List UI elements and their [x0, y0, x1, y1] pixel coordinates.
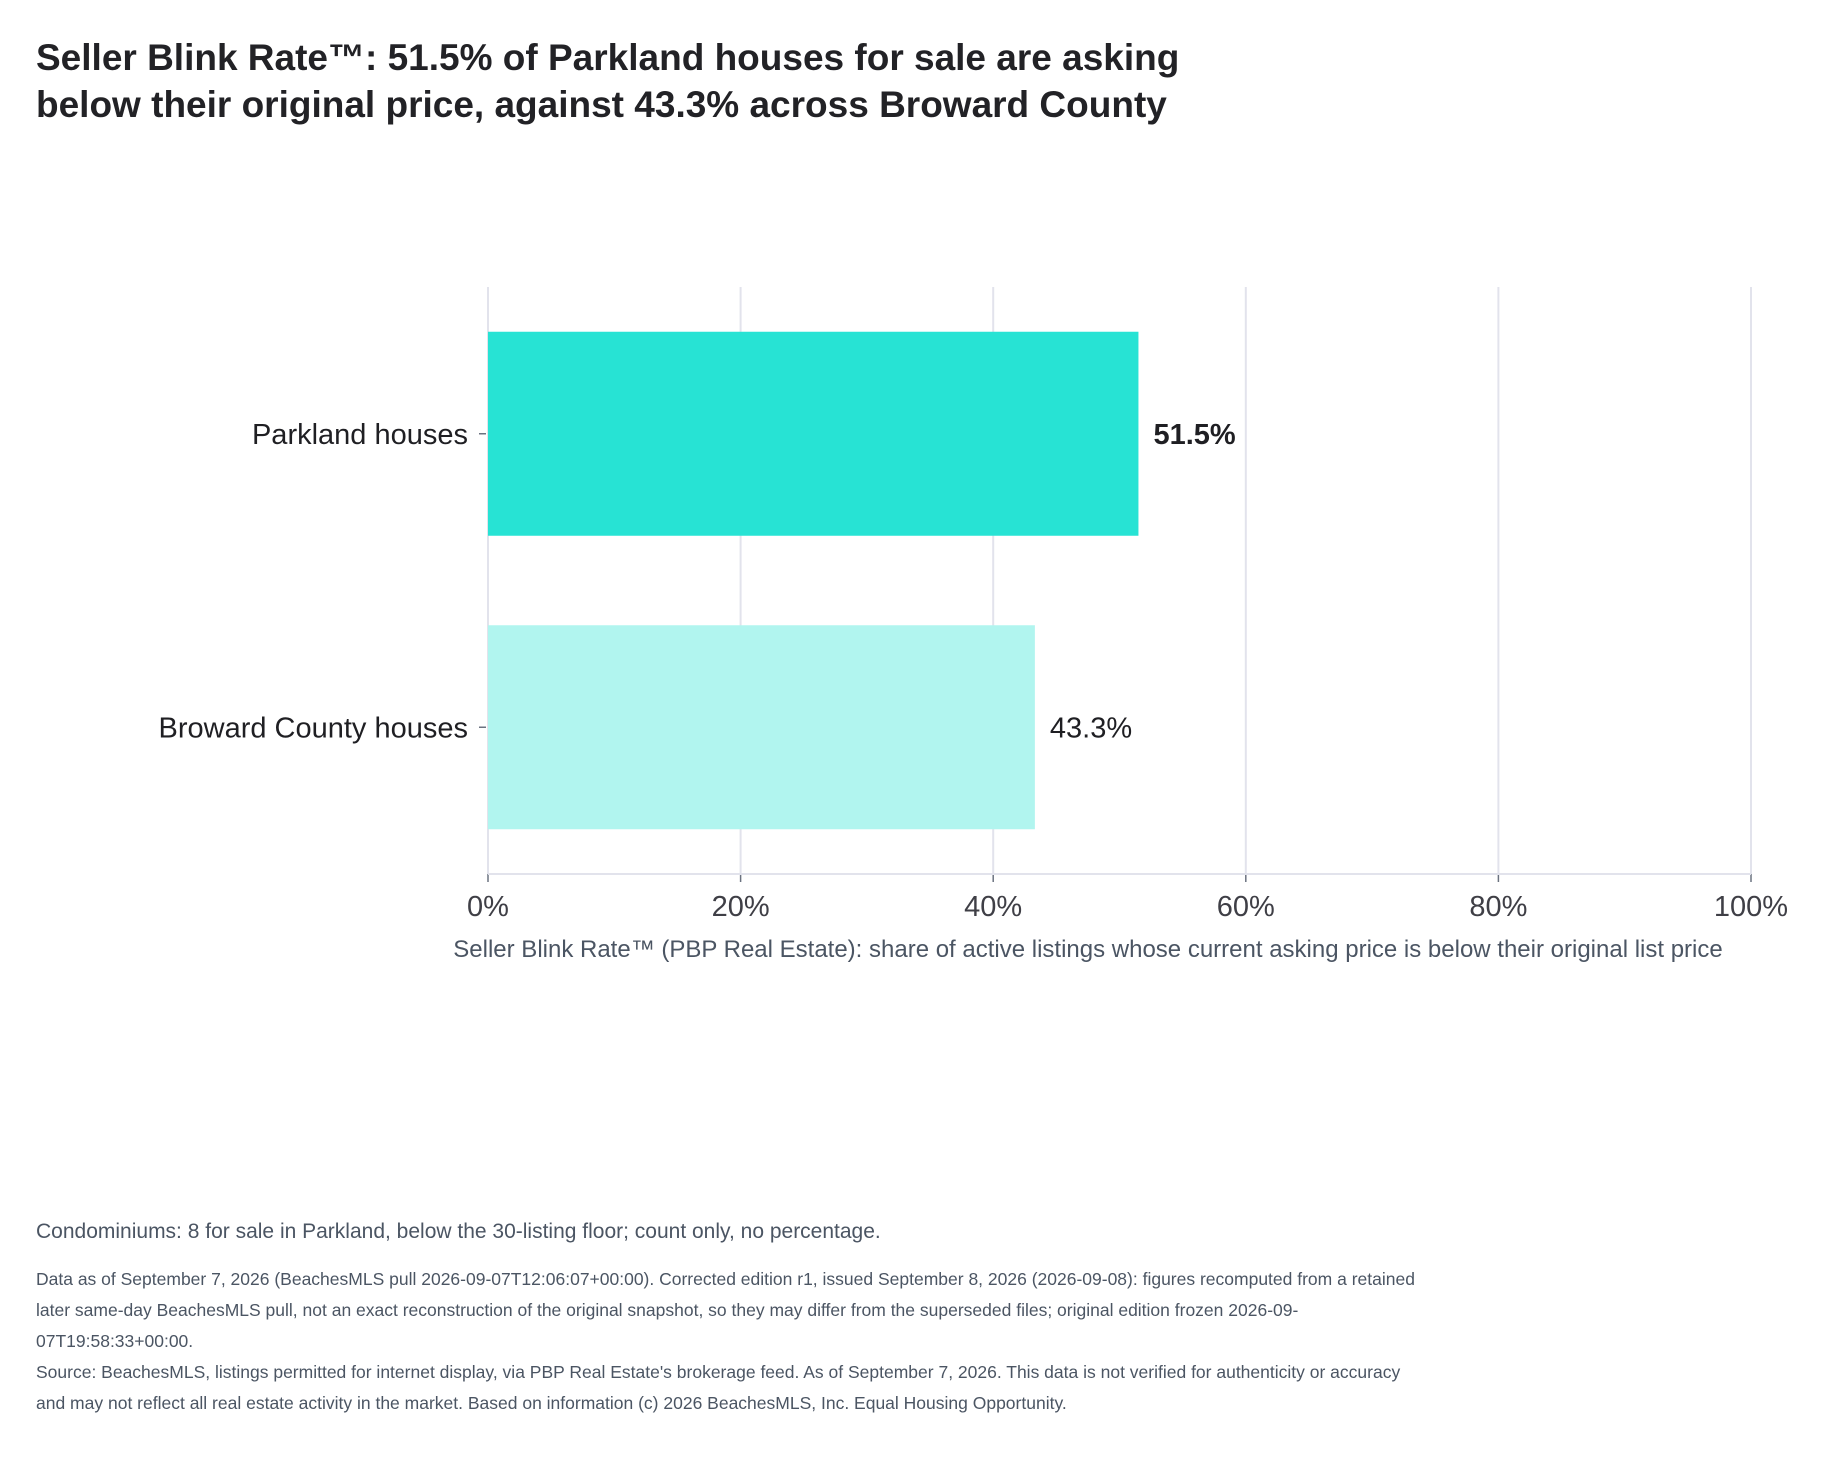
- data-labels: 51.5% 43.3%: [1050, 419, 1236, 745]
- chart-title: Seller Blink Rate™: 51.5% of Parkland ho…: [36, 34, 1336, 128]
- value-label: 51.5%: [1153, 419, 1235, 451]
- bar-chart: 51.5% 43.3% 0% 20% 40% 60% 80% 100% Parkland ho…: [159, 287, 1789, 963]
- chart-title-line-2: below their original price, against 43.3…: [36, 84, 1167, 125]
- category-label: Parkland houses: [252, 419, 468, 451]
- axes: 0% 20% 40% 60% 80% 100% Parkland houses Broward…: [159, 419, 1789, 923]
- data-date-footnote: Data as of September 7, 2026 (BeachesMLS…: [36, 1269, 1415, 1351]
- x-tick-label: 0%: [467, 891, 509, 923]
- bar: [488, 625, 1035, 830]
- x-axis-title: Seller Blink Rate™ (PBP Real Estate): sh…: [453, 936, 1722, 963]
- x-tick-label: 100%: [1714, 891, 1788, 923]
- x-tick-label: 80%: [1469, 891, 1527, 923]
- chart-title-line-1: Seller Blink Rate™: 51.5% of Parkland ho…: [36, 37, 1180, 78]
- x-tick-label: 20%: [712, 891, 770, 923]
- condominium-note: Condominiums: 8 for sale in Parkland, be…: [36, 1220, 881, 1243]
- x-tick-label: 40%: [964, 891, 1022, 923]
- category-label: Broward County houses: [159, 712, 469, 744]
- source-footnote: Source: BeachesMLS, listings permitted f…: [36, 1362, 1401, 1413]
- value-label: 43.3%: [1050, 712, 1132, 744]
- x-tick-label: 60%: [1217, 891, 1275, 923]
- footnotes: Data as of September 7, 2026 (BeachesMLS…: [36, 1264, 1416, 1419]
- bar: [488, 331, 1139, 536]
- bars: [488, 331, 1139, 830]
